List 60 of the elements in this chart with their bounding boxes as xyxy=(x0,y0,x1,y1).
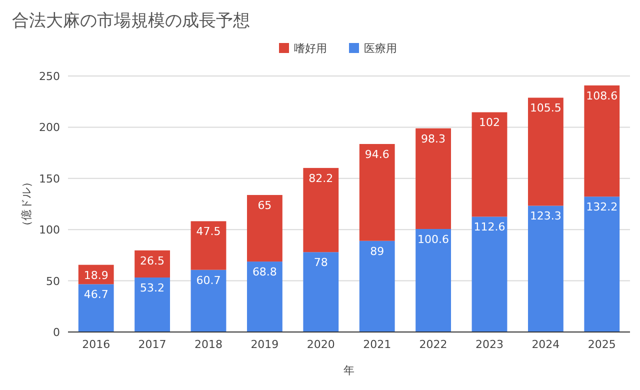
data-label: 89 xyxy=(370,244,384,258)
data-label: 68.8 xyxy=(252,266,277,279)
bar xyxy=(246,194,282,262)
bar xyxy=(78,284,114,332)
bar xyxy=(528,98,564,206)
data-label: 26.5 xyxy=(140,254,165,268)
bar xyxy=(359,144,395,241)
bar xyxy=(190,221,226,270)
x-tick-label: 2021 xyxy=(363,338,392,351)
bar xyxy=(416,128,452,229)
x-tick-label: 2025 xyxy=(588,338,616,351)
chart-title: 合法大麻の市場規模の成長予想 xyxy=(12,11,250,31)
y-tick-label: 150 xyxy=(39,172,60,186)
data-label: 18.9 xyxy=(84,268,108,282)
data-label: 53.2 xyxy=(140,282,165,295)
data-label: 108.6 xyxy=(586,89,618,102)
data-label: 102 xyxy=(479,116,500,130)
data-label: 100.6 xyxy=(418,232,450,246)
bar xyxy=(359,240,395,332)
data-label: 105.5 xyxy=(530,102,562,115)
data-label: 98.3 xyxy=(421,132,446,146)
bar xyxy=(584,196,620,332)
y-axis-title: （億ドル） xyxy=(20,176,33,232)
data-label: 47.5 xyxy=(196,225,221,238)
bar xyxy=(584,85,620,197)
data-label: 82.2 xyxy=(308,172,334,185)
data-label: 123.3 xyxy=(530,210,562,223)
bar xyxy=(528,206,564,332)
bar xyxy=(190,270,226,332)
x-axis-title: 年 xyxy=(344,364,354,377)
x-tick-label: 2022 xyxy=(419,338,448,351)
y-tick-label: 250 xyxy=(39,70,60,83)
y-tick-label: 50 xyxy=(46,274,60,288)
legend-label: 嗜好用 xyxy=(294,42,327,55)
y-tick-label: 0 xyxy=(53,326,60,339)
y-tick-label: 200 xyxy=(39,121,60,134)
bar xyxy=(134,278,170,332)
bar xyxy=(246,262,282,332)
x-tick-label: 2018 xyxy=(194,338,222,351)
x-tick-label: 2023 xyxy=(476,338,504,351)
x-tick-label: 2016 xyxy=(82,338,110,351)
x-tick-label: 2019 xyxy=(250,338,279,351)
x-tick-label: 2020 xyxy=(306,338,335,351)
bar xyxy=(472,112,508,217)
data-label: 94.6 xyxy=(364,148,390,161)
data-label: 78 xyxy=(314,256,328,270)
data-label: 112.6 xyxy=(474,220,506,234)
bar xyxy=(303,168,339,252)
x-tick-label: 2017 xyxy=(138,338,166,351)
data-label: 65 xyxy=(258,198,272,212)
bar xyxy=(472,216,508,332)
y-tick-label: 100 xyxy=(39,224,60,237)
bar xyxy=(416,228,452,332)
legend-label: 医療用 xyxy=(364,42,397,55)
data-label: 46.7 xyxy=(84,288,108,302)
bar xyxy=(134,250,170,278)
data-label: 132.2 xyxy=(586,200,618,214)
x-tick-label: 2024 xyxy=(532,338,560,351)
bar xyxy=(303,252,339,332)
data-label: 60.7 xyxy=(196,274,221,287)
